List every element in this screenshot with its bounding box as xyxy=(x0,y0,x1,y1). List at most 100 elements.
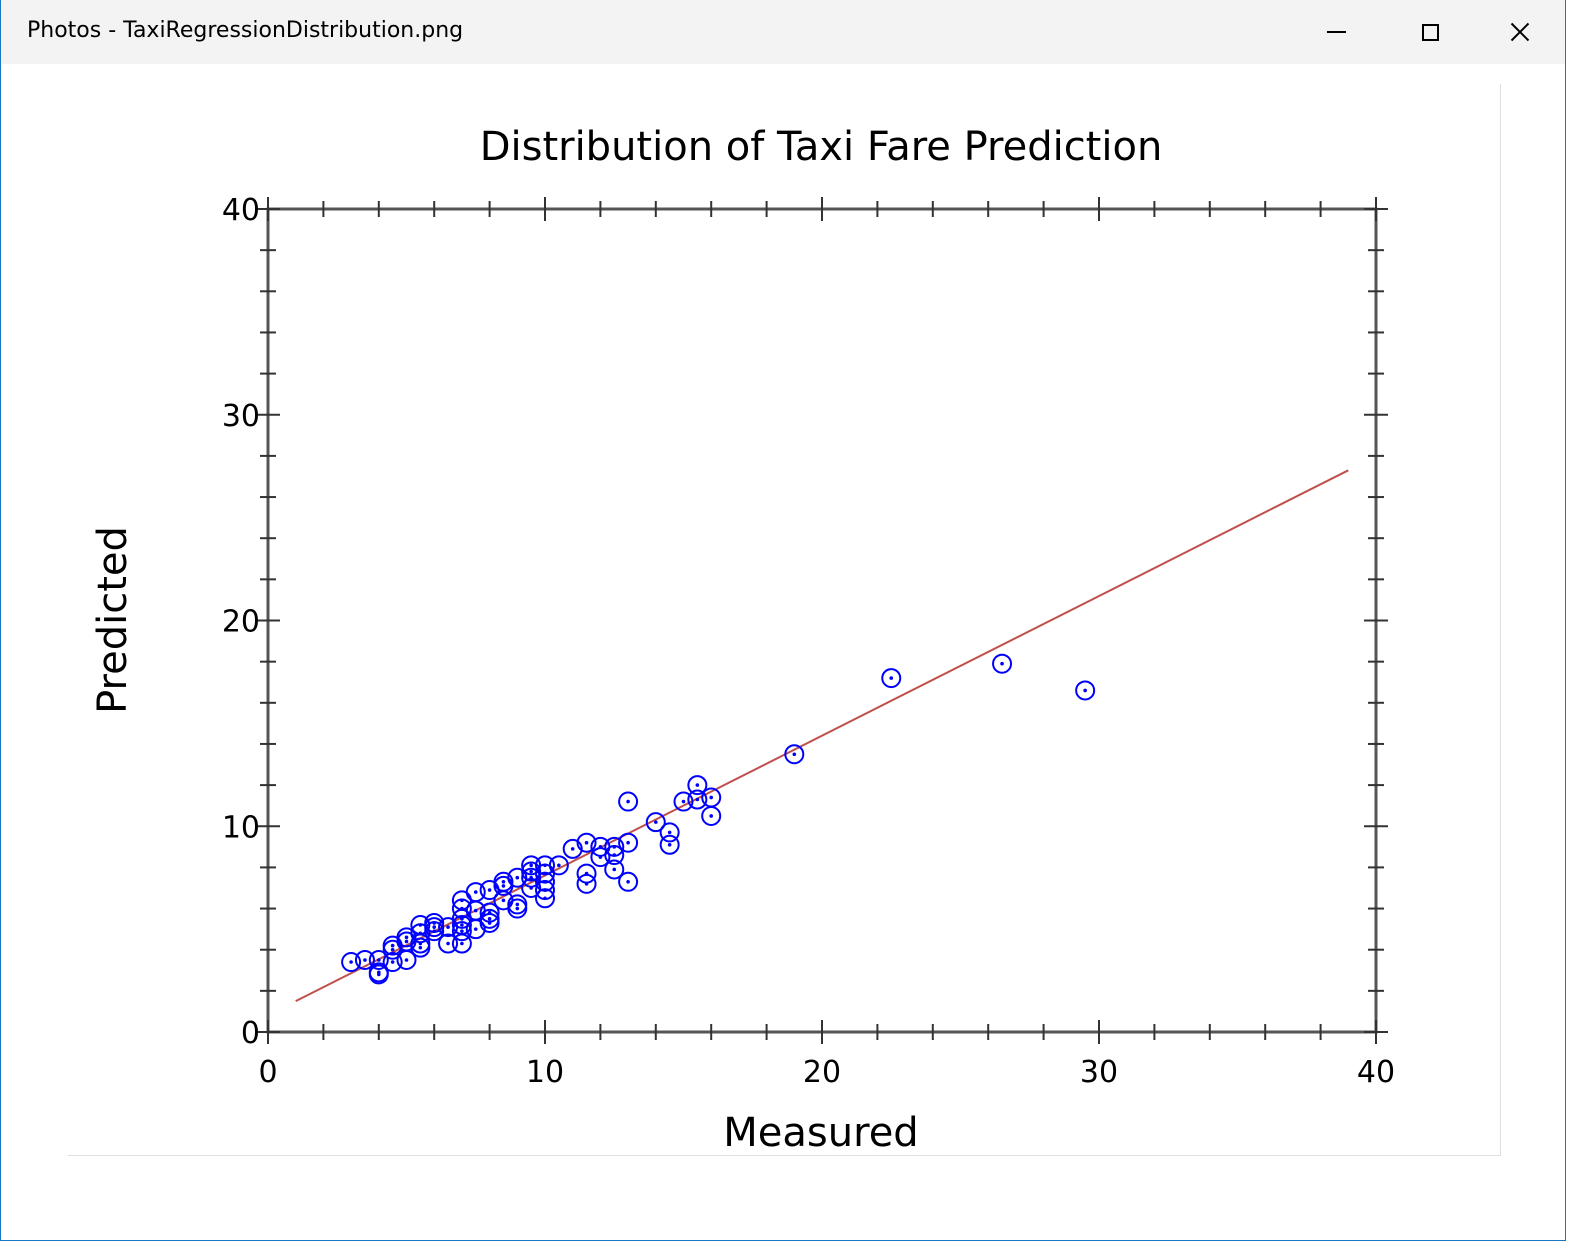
data-point xyxy=(645,812,666,833)
data-point-center xyxy=(404,939,409,944)
data-point-ring xyxy=(590,847,611,868)
bottom-strip xyxy=(0,1241,1574,1249)
data-point-center xyxy=(404,958,409,962)
data-point xyxy=(451,933,472,954)
x-tick-label: 20 xyxy=(803,1055,841,1090)
data-point xyxy=(576,873,597,894)
data-point-ring xyxy=(618,832,639,853)
data-point-ring xyxy=(382,952,403,973)
data-point-ring xyxy=(687,789,708,810)
data-point xyxy=(410,937,431,958)
x-tick-label: 0 xyxy=(258,1055,277,1090)
data-point-ring xyxy=(507,898,528,919)
data-point-ring xyxy=(645,812,666,833)
data-point-ring xyxy=(687,775,708,796)
data-point-center xyxy=(515,875,520,880)
y-axis-label: Predicted xyxy=(90,526,136,714)
data-point-center xyxy=(363,958,367,962)
data-point xyxy=(590,847,611,868)
data-point-center xyxy=(390,947,395,952)
data-point-ring xyxy=(410,937,431,958)
data-point-ring xyxy=(521,861,542,882)
data-point-center xyxy=(473,927,478,931)
data-point xyxy=(618,832,639,853)
data-point-center xyxy=(626,880,630,884)
data-point-center xyxy=(432,929,437,933)
data-point-ring xyxy=(396,949,417,970)
data-point-center xyxy=(709,814,713,818)
data-point-ring xyxy=(604,845,625,866)
data-point xyxy=(438,933,459,954)
data-point-ring xyxy=(673,791,694,812)
data-point-center xyxy=(446,925,450,929)
data-point-ring xyxy=(1075,680,1096,701)
data-point-center xyxy=(543,896,547,901)
data-point-center xyxy=(695,797,700,802)
data-point xyxy=(618,791,639,812)
data-point xyxy=(535,888,555,909)
data-point-ring xyxy=(438,933,459,954)
data-point-center xyxy=(667,830,672,835)
data-point-center xyxy=(654,820,658,824)
data-point xyxy=(451,921,472,942)
data-point-center xyxy=(377,970,381,975)
data-point-center xyxy=(418,941,423,946)
data-point-center xyxy=(473,908,478,913)
close-button[interactable] xyxy=(1475,0,1565,64)
data-point xyxy=(479,912,500,933)
data-point-ring xyxy=(479,912,500,933)
data-point-center xyxy=(1083,688,1087,693)
data-point-ring xyxy=(701,805,722,826)
data-point-center xyxy=(487,921,492,925)
data-point-center xyxy=(460,917,464,921)
data-point xyxy=(701,805,722,826)
data-point-center xyxy=(557,863,561,868)
data-point xyxy=(784,744,805,765)
data-point-ring xyxy=(659,822,680,843)
title-bar[interactable]: Photos - TaxiRegressionDistribution.png xyxy=(1,0,1565,64)
regression-line xyxy=(295,469,1349,1003)
data-point-ring xyxy=(576,832,597,853)
axes: 0 10 20 30 40 0 10 20 30 40 xyxy=(222,193,1395,1090)
data-point xyxy=(341,952,362,973)
data-point-center xyxy=(515,906,520,911)
data-point xyxy=(521,861,542,882)
data-point-center xyxy=(667,842,672,847)
scatter-chart: Distribution of Taxi Fare Prediction Mea… xyxy=(90,124,1395,1156)
maximize-button[interactable] xyxy=(1385,0,1475,64)
data-point-center xyxy=(709,795,713,800)
data-point-center xyxy=(529,869,533,874)
y-tick-label: 0 xyxy=(241,1016,260,1051)
image-viewer: Distribution of Taxi Fare Prediction Mea… xyxy=(68,84,1501,1156)
data-point-ring xyxy=(465,919,486,940)
data-point-center xyxy=(570,847,575,851)
data-point xyxy=(992,653,1013,674)
close-icon xyxy=(1510,22,1530,42)
data-point-center xyxy=(377,958,381,962)
data-point xyxy=(604,859,625,880)
data-point-ring xyxy=(562,838,583,859)
x-axis-label: Measured xyxy=(723,1110,918,1156)
data-point-ring xyxy=(521,877,542,898)
y-tick-label: 40 xyxy=(222,193,260,228)
fit-line-group xyxy=(295,469,1349,1003)
data-point-center xyxy=(612,853,617,857)
data-point-center xyxy=(390,943,395,948)
data-point-ring xyxy=(535,888,555,909)
data-point-center xyxy=(473,890,478,894)
window-title: Photos - TaxiRegressionDistribution.png xyxy=(27,18,464,43)
minimize-button[interactable] xyxy=(1291,0,1381,64)
data-point-center xyxy=(501,880,506,884)
x-tick-label: 40 xyxy=(1357,1055,1395,1090)
data-point-ring xyxy=(604,859,625,880)
data-point-ring xyxy=(341,952,362,973)
data-point-center xyxy=(487,917,492,921)
data-point-ring xyxy=(881,668,902,689)
data-point xyxy=(507,867,528,888)
data-point-center xyxy=(529,886,533,890)
data-point xyxy=(687,775,708,796)
data-point-center xyxy=(349,960,353,964)
data-point xyxy=(465,919,486,940)
maximize-icon xyxy=(1421,23,1439,41)
data-point xyxy=(673,791,694,812)
